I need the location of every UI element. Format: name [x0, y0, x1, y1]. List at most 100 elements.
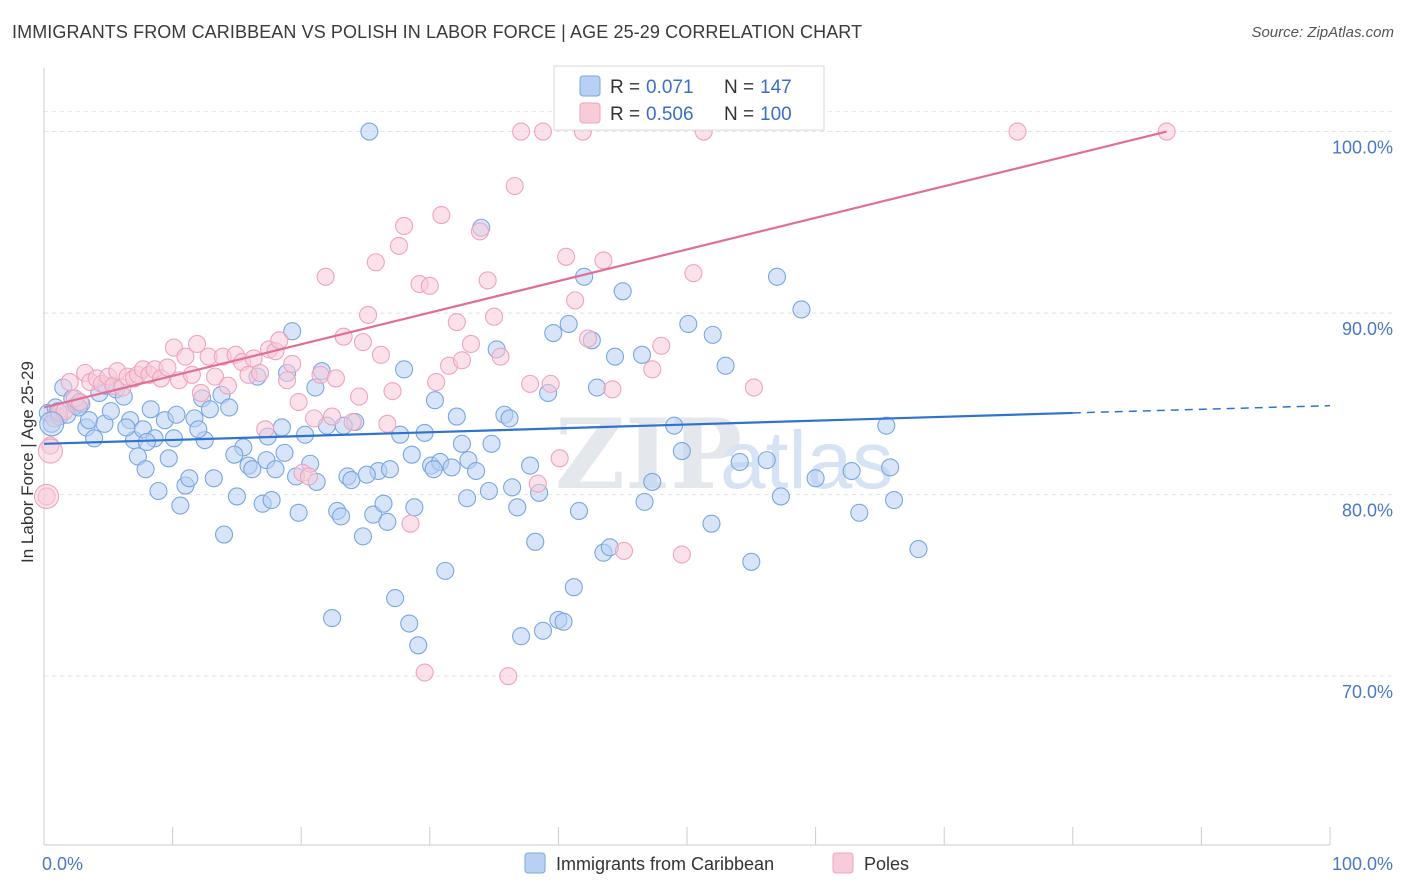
y-tick-label-0: 70.0% — [1342, 682, 1393, 702]
poles-point-large-b — [37, 438, 63, 464]
poles-point-42 — [270, 331, 289, 350]
poles-point-58 — [366, 253, 385, 272]
caribbean-point-83 — [452, 434, 472, 453]
caribbean-point-62 — [342, 471, 361, 490]
poles-point-83 — [533, 122, 553, 141]
caribbean-point-24 — [149, 481, 168, 501]
x-tick-labels: 0.0% 100.0% — [42, 854, 1393, 874]
series-legend-label-poles: Poles — [864, 854, 909, 874]
caribbean-point-14 — [101, 402, 120, 421]
poles-point-68 — [427, 373, 446, 392]
caribbean-point-93 — [521, 456, 540, 475]
poles-point-45 — [289, 392, 308, 412]
poles-point-75 — [478, 271, 497, 290]
series-legend: Immigrants from Caribbean Poles — [524, 852, 909, 874]
caribbean-point-104 — [587, 378, 607, 397]
poles-point-79 — [505, 176, 524, 196]
caribbean-point-129 — [225, 445, 244, 464]
caribbean-point-22 — [141, 400, 160, 419]
poles-point-56 — [353, 333, 372, 352]
y-tick-labels: 70.0% 80.0% 90.0% 100.0% — [1332, 138, 1393, 703]
poles-point-87 — [566, 291, 585, 310]
correlation-legend: R = 0.071 N = 147 R = 0.506 N = 100 — [553, 65, 825, 131]
caribbean-point-146 — [702, 514, 721, 533]
caribbean-point-80 — [436, 561, 455, 580]
legend-n-label-poles: N = — [724, 104, 754, 125]
caribbean-point-119 — [877, 416, 896, 435]
poles-point-74 — [470, 222, 490, 241]
poles-point-85 — [550, 449, 569, 468]
caribbean-point-52 — [289, 503, 308, 522]
legend-r-label-poles: R = — [610, 104, 640, 125]
y-tick-label-1: 80.0% — [1342, 501, 1393, 521]
legend-r-value-caribbean: 0.071 — [646, 77, 694, 98]
caribbean-point-125 — [117, 418, 136, 437]
poles-point-39 — [256, 420, 275, 439]
poles-point-86 — [557, 247, 576, 266]
caribbean-point-87 — [479, 481, 499, 501]
poles-point-28 — [187, 334, 207, 353]
caribbean-point-151 — [884, 491, 904, 510]
poles-point-76 — [485, 307, 504, 326]
poles-point-84 — [541, 374, 560, 393]
poles-point-large-a — [34, 483, 60, 509]
poles-point-98 — [744, 378, 763, 397]
legend-swatch-poles — [579, 102, 601, 124]
caribbean-point-39 — [227, 487, 246, 506]
poles-point-5 — [60, 373, 79, 392]
caribbean-point-116 — [767, 267, 787, 286]
poles-point-91 — [603, 380, 622, 399]
poles-point-60 — [378, 414, 397, 433]
poles-point-93 — [643, 360, 662, 379]
data-points — [34, 122, 1176, 686]
caribbean-point-34 — [200, 400, 219, 419]
legend-r-value-poles: 0.506 — [646, 104, 694, 125]
poles-point-64 — [401, 514, 420, 533]
caribbean-point-47 — [266, 460, 285, 479]
poles-point-73 — [461, 334, 481, 353]
poles-point-29 — [191, 383, 210, 403]
series-legend-swatch-caribbean — [524, 852, 546, 874]
caribbean-point-108 — [632, 345, 652, 364]
caribbean-point-148 — [771, 487, 790, 506]
poles-point-99 — [1008, 122, 1027, 141]
gridlines — [44, 111, 1392, 677]
caribbean-point-150 — [850, 503, 869, 522]
caribbean-point-11 — [85, 429, 104, 448]
caribbean-point-137 — [424, 460, 443, 479]
poles-point-63 — [395, 216, 414, 235]
caribbean-point-60 — [332, 507, 351, 526]
y-tick-label-2: 90.0% — [1342, 319, 1393, 339]
caribbean-point-81 — [442, 458, 461, 477]
legend-n-value-poles: 100 — [760, 104, 792, 125]
caribbean-point-74 — [405, 498, 424, 517]
poles-point-80 — [512, 122, 531, 141]
poles-point-82 — [528, 474, 547, 493]
caribbean-point-113 — [716, 356, 735, 375]
poles-point-54 — [343, 412, 362, 432]
caribbean-point-99 — [554, 612, 573, 631]
caribbean-point-112 — [703, 325, 722, 344]
poles-point-89 — [578, 329, 598, 348]
caribbean-point-111 — [679, 314, 698, 334]
poles-point-43 — [278, 371, 297, 390]
caribbean-point-101 — [564, 578, 583, 597]
caribbean-point-127 — [167, 405, 186, 424]
poles-point-52 — [326, 369, 345, 388]
caribbean-point-95 — [533, 621, 553, 640]
caribbean-point-73 — [400, 614, 419, 633]
caribbean-point-92 — [512, 627, 531, 646]
poles-point-57 — [359, 305, 378, 324]
poles-point-71 — [447, 313, 466, 332]
caribbean-point-72 — [395, 360, 414, 379]
caribbean-point-90 — [500, 409, 519, 428]
caribbean-point-107 — [613, 282, 632, 301]
caribbean-point-30 — [180, 469, 199, 488]
caribbean-point-42 — [243, 460, 262, 479]
poles-point-44 — [283, 354, 302, 373]
caribbean-point-138 — [458, 489, 477, 508]
caribbean-point-109 — [643, 472, 662, 491]
source-label: Source: ZipAtlas.com — [1251, 24, 1394, 41]
y-tick-label-3: 100.0% — [1332, 138, 1393, 158]
